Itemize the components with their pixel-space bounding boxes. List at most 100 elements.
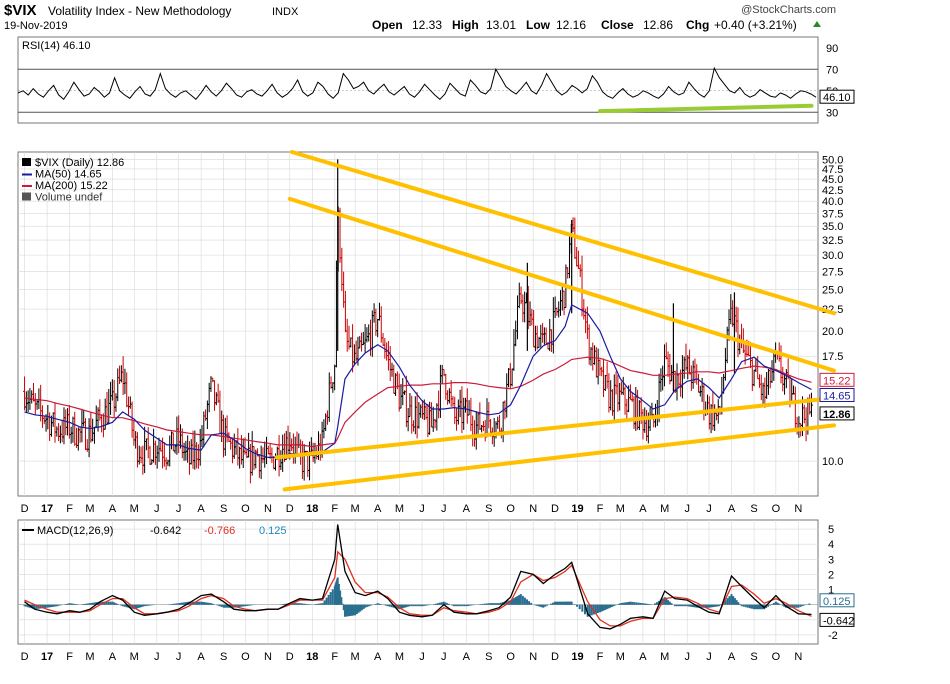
x-bot-tick-5: M [130, 651, 139, 663]
price-tick-10.0: 10.0 [822, 456, 843, 468]
price-tick-50.0: 50.0 [822, 154, 843, 166]
x-mid-tick-7: J [176, 503, 182, 515]
x-mid-tick-15: M [351, 503, 360, 515]
security-name: Volatility Index - New Methodology [48, 4, 231, 18]
x-mid-tick-12: D [286, 503, 294, 515]
rsi-last-value-tag: 46.10 [819, 89, 855, 104]
x-bot-tick-7: J [176, 651, 182, 663]
x-mid-tick-33: S [750, 503, 757, 515]
x-bot-tick-33: S [750, 651, 757, 663]
high-label: High [452, 18, 479, 32]
macd-legend-signal: -0.766 [204, 525, 235, 537]
legend-swatch-price [22, 158, 31, 166]
x-mid-tick-14: F [331, 503, 338, 515]
x-bot-tick-22: O [506, 651, 515, 663]
price-tick-25.0: 25.0 [822, 284, 843, 296]
x-mid-tick-30: J [684, 503, 690, 515]
x-mid-tick-0: D [21, 503, 29, 515]
macd-tick-4: 4 [828, 539, 834, 551]
price-tick-37.5: 37.5 [822, 208, 843, 220]
price-bars [23, 159, 813, 484]
x-bot-tick-11: N [264, 651, 272, 663]
macd-tick-3: 3 [828, 554, 834, 566]
legend-ma50: MA(50) 14.65 [35, 169, 102, 181]
macd-tick--2: -2 [828, 630, 838, 642]
x-mid-tick-5: M [130, 503, 139, 515]
x-bot-tick-30: J [684, 651, 690, 663]
rsi-legend: RSI(14) 46.10 [22, 40, 90, 52]
macd-legend: MACD(12,26,9) -0.642 -0.766 0.125 [22, 525, 287, 537]
close-value: 12.86 [643, 18, 673, 32]
x-mid-tick-3: M [85, 503, 94, 515]
quote-row: Open 12.33 High 13.01 Low 12.16 Close 12… [372, 18, 821, 32]
rsi-last-value: 46.10 [823, 92, 851, 104]
macd-legend-label: MACD(12,26,9) [37, 525, 113, 537]
macd-legend-macd: -0.642 [150, 525, 181, 537]
trendline-upper-resistance-inner [287, 196, 836, 373]
x-bot-tick-16: A [374, 651, 382, 663]
price-tick-45.0: 45.0 [822, 174, 843, 186]
x-mid-tick-13: 18 [306, 503, 318, 515]
rsi-tick-labels: 90705030 [826, 43, 838, 120]
x-bot-tick-15: M [351, 651, 360, 663]
x-bot-tick-20: A [463, 651, 471, 663]
x-mid-tick-24: D [551, 503, 559, 515]
x-mid-tick-28: A [639, 503, 647, 515]
price-tag-ma200: 15.22 [823, 375, 851, 387]
price-panel: 50.047.545.042.540.037.535.0 32.5 30.0 27.5… [17, 150, 855, 497]
x-mid-tick-21: S [485, 503, 492, 515]
rsi-tick-30: 30 [826, 107, 838, 119]
x-bot-tick-1: 17 [41, 651, 53, 663]
x-bot-tick-10: O [241, 651, 250, 663]
macd-tag-hist: 0.125 [823, 596, 851, 608]
x-mid-tick-10: O [241, 503, 250, 515]
macd-tag-macd: -0.642 [823, 615, 854, 627]
low-label: Low [526, 18, 551, 32]
price-tick-17.5: 17.5 [822, 351, 843, 363]
x-mid-tick-20: A [463, 503, 471, 515]
x-mid-tick-32: A [728, 503, 736, 515]
macd-tick-2: 2 [828, 569, 834, 581]
macd-grid [18, 520, 818, 644]
macd-line [24, 524, 812, 630]
x-axis-bottom: D 17 F M A M J J A S O N D 18 F M A M J J A S O N D 19 F M A M J J A S O N [21, 651, 803, 663]
high-value: 13.01 [486, 18, 516, 32]
legend-volume: Volume undef [35, 192, 103, 204]
x-bot-tick-31: J [706, 651, 712, 663]
x-bot-tick-0: D [21, 651, 29, 663]
macd-legend-hist: 0.125 [259, 525, 287, 537]
symbol: $VIX [4, 2, 37, 19]
x-mid-tick-22: O [506, 503, 515, 515]
x-mid-tick-2: F [66, 503, 73, 515]
macd-tick-5: 5 [828, 524, 834, 536]
open-label: Open [372, 18, 403, 32]
exchange: INDX [272, 6, 299, 18]
price-tag-box-close [819, 406, 855, 421]
x-bot-tick-24: D [551, 651, 559, 663]
x-mid-tick-27: M [616, 503, 625, 515]
x-bot-tick-12: D [286, 651, 294, 663]
chart-header: $VIX Volatility Index - New Methodology … [4, 2, 836, 32]
x-bot-tick-14: F [331, 651, 338, 663]
trendlines [274, 150, 836, 492]
rsi-panel: 90705030 RSI(14) 46.10 46.10 [17, 36, 855, 124]
x-mid-tick-35: N [794, 503, 802, 515]
price-tick-40.0: 40.0 [822, 196, 843, 208]
x-mid-tick-1: 17 [41, 503, 53, 515]
price-tag-close: 12.86 [823, 409, 851, 421]
rsi-tick-70: 70 [826, 64, 838, 76]
legend-ma200: MA(200) 15.22 [35, 180, 108, 192]
x-mid-tick-17: M [395, 503, 404, 515]
legend-price: $VIX (Daily) 12.86 [35, 157, 124, 169]
x-bot-tick-23: N [529, 651, 537, 663]
rsi-tick-90: 90 [826, 43, 838, 55]
open-value: 12.33 [412, 18, 442, 32]
price-grid [18, 152, 818, 496]
x-mid-tick-34: O [772, 503, 781, 515]
trendline-lower-support-inner [274, 395, 836, 460]
chg-value: +0.40 (+3.21%) [714, 18, 797, 32]
price-tick-35.0: 35.0 [822, 221, 843, 233]
x-bot-tick-27: M [616, 651, 625, 663]
